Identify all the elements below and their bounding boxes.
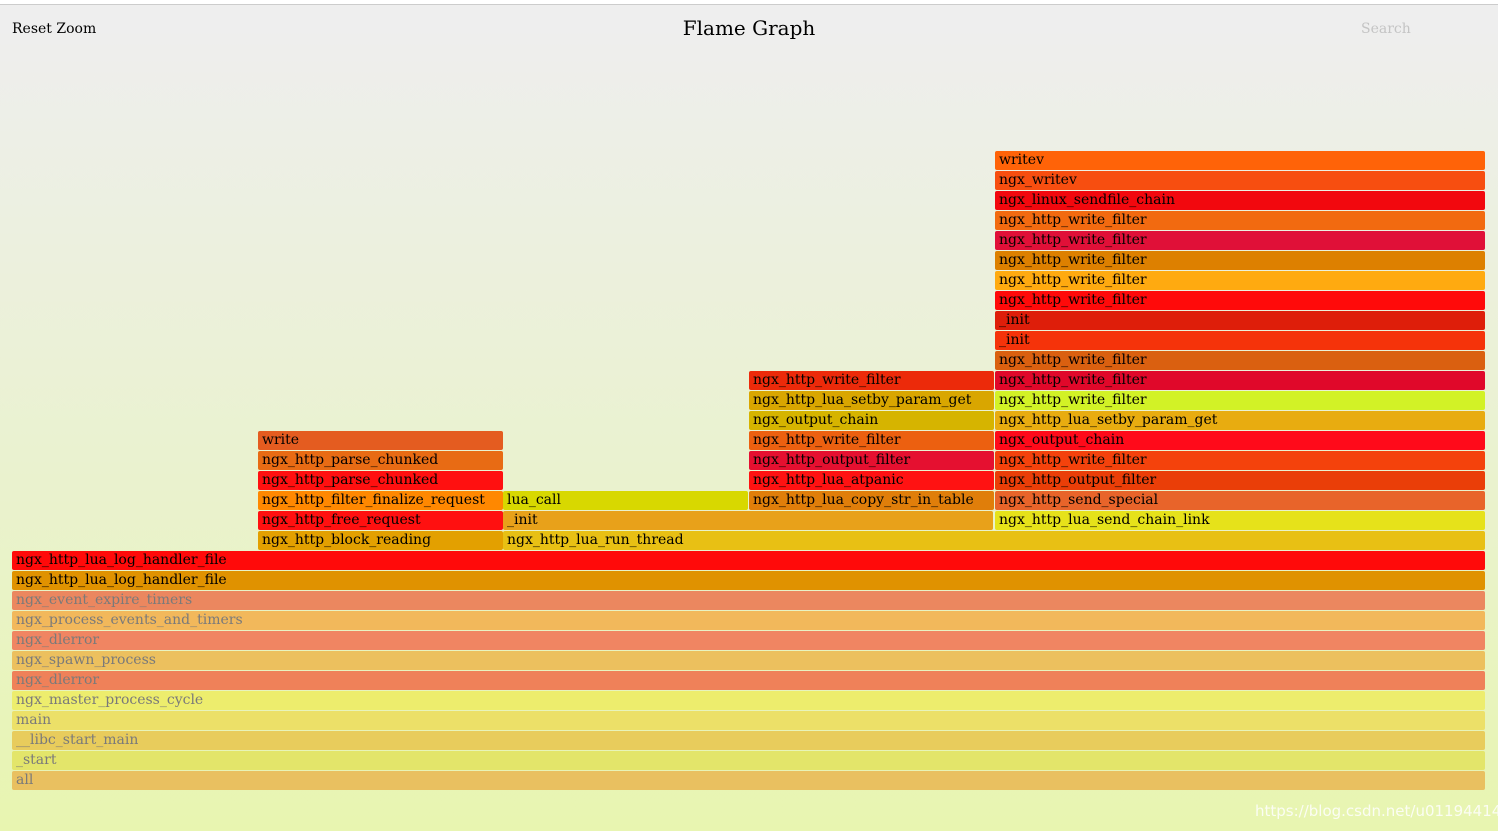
flame-frame[interactable]: ngx_http_block_reading [258,531,503,550]
flame-frame[interactable]: ngx_http_lua_atpanic [749,471,994,490]
flame-frame[interactable]: ngx_http_write_filter [995,211,1485,230]
flame-frame[interactable]: ngx_event_expire_timers [12,591,1485,610]
flame-frame[interactable]: writev [995,151,1485,170]
flame-frame[interactable]: _init [503,511,993,530]
flame-frame[interactable]: _init [995,311,1485,330]
flame-frame[interactable]: ngx_process_events_and_timers [12,611,1485,630]
flame-frame[interactable]: ngx_dlerror [12,671,1485,690]
flame-frame[interactable]: ngx_http_parse_chunked [258,471,503,490]
flame-frame[interactable]: ngx_http_write_filter [995,231,1485,250]
flame-frame[interactable]: ngx_http_output_filter [995,471,1485,490]
flame-frame[interactable]: ngx_output_chain [995,431,1485,450]
flame-frame[interactable]: ngx_http_write_filter [995,391,1485,410]
watermark: https://blog.csdn.net/u011944141 [1255,802,1498,820]
flame-frame[interactable]: ngx_dlerror [12,631,1485,650]
flame-frame[interactable]: ngx_http_lua_setby_param_get [995,411,1485,430]
flame-frame[interactable]: ngx_http_write_filter [995,451,1485,470]
flame-frame[interactable]: ngx_spawn_process [12,651,1485,670]
search-button[interactable]: Search [1361,21,1411,37]
flame-frame[interactable]: ngx_http_write_filter [995,271,1485,290]
flame-frame[interactable]: ngx_writev [995,171,1485,190]
flame-frame[interactable]: ngx_http_write_filter [749,371,994,390]
flame-frame[interactable]: ngx_master_process_cycle [12,691,1485,710]
flame-frame[interactable]: _start [12,751,1485,770]
flame-frame[interactable]: ngx_http_lua_copy_str_in_table [749,491,994,510]
flame-frame[interactable]: _init [995,331,1485,350]
flame-frame[interactable]: ngx_http_filter_finalize_request [258,491,503,510]
reset-zoom-button[interactable]: Reset Zoom [12,21,97,37]
flame-frame[interactable]: main [12,711,1485,730]
flame-frame[interactable]: ngx_http_write_filter [995,351,1485,370]
flame-frame[interactable]: ngx_http_write_filter [995,291,1485,310]
flame-frame[interactable]: ngx_http_parse_chunked [258,451,503,470]
flame-frame[interactable]: ngx_http_send_special [995,491,1485,510]
flame-frame[interactable]: ngx_http_lua_run_thread [503,531,1485,550]
window-top-border [0,0,1498,5]
page-title: Flame Graph [682,16,816,40]
flame-frame[interactable]: write [258,431,503,450]
flame-frame[interactable]: ngx_http_lua_send_chain_link [995,511,1485,530]
flame-frame[interactable]: ngx_http_lua_log_handler_file [12,551,1485,570]
flame-frame[interactable]: lua_call [503,491,748,510]
flame-frame[interactable]: ngx_linux_sendfile_chain [995,191,1485,210]
flame-frame[interactable]: ngx_http_write_filter [995,371,1485,390]
flame-frame[interactable]: ngx_http_lua_setby_param_get [749,391,994,410]
flame-frame[interactable]: ngx_http_write_filter [995,251,1485,270]
flame-frame[interactable]: ngx_http_lua_log_handler_file [12,571,1485,590]
flame-frame[interactable]: ngx_http_free_request [258,511,503,530]
flame-frame[interactable]: __libc_start_main [12,731,1485,750]
flame-frame[interactable]: ngx_output_chain [749,411,994,430]
flame-frame[interactable]: ngx_http_write_filter [749,431,994,450]
flame-frame[interactable]: ngx_http_output_filter [749,451,994,470]
flame-frame[interactable]: all [12,771,1485,790]
